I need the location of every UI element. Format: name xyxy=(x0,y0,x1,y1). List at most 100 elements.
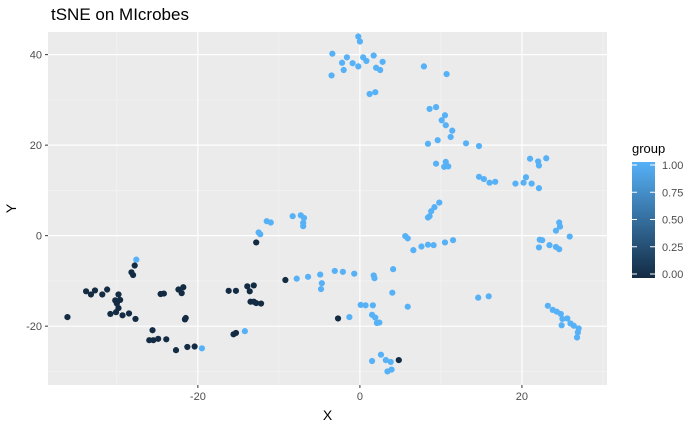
data-point xyxy=(149,327,156,334)
data-point xyxy=(449,237,457,244)
data-point xyxy=(172,347,180,354)
data-point xyxy=(351,270,358,277)
data-point xyxy=(163,336,170,343)
data-point xyxy=(340,66,347,74)
data-point xyxy=(526,155,534,162)
data-point xyxy=(432,104,440,111)
data-point xyxy=(441,112,449,119)
data-point xyxy=(180,284,187,291)
data-point xyxy=(133,256,140,263)
data-point xyxy=(424,214,432,221)
data-point xyxy=(150,337,157,344)
y-axis-label: Y xyxy=(3,203,19,213)
data-point xyxy=(462,140,470,147)
data-point xyxy=(198,345,206,352)
data-point xyxy=(424,140,432,147)
data-point xyxy=(410,247,417,254)
data-point xyxy=(317,271,324,278)
data-point xyxy=(443,70,450,78)
data-point xyxy=(346,314,353,321)
data-point xyxy=(570,322,577,329)
plot-panel xyxy=(48,32,607,385)
data-point xyxy=(442,158,449,165)
data-point xyxy=(376,319,383,326)
data-point xyxy=(447,133,454,141)
data-point xyxy=(368,357,376,365)
data-point xyxy=(424,241,432,248)
legend-label: 0.00 xyxy=(662,269,683,281)
y-tick-label: 20 xyxy=(30,140,42,152)
data-point xyxy=(246,288,253,295)
data-point xyxy=(475,142,483,150)
data-point xyxy=(99,291,106,298)
chart-title: tSNE on MIcrobes xyxy=(51,5,189,24)
data-point xyxy=(263,218,270,225)
data-point xyxy=(557,310,564,318)
data-point xyxy=(355,33,362,40)
data-point xyxy=(304,273,312,280)
data-point xyxy=(404,235,411,242)
data-point xyxy=(91,287,99,294)
data-point xyxy=(566,233,573,240)
data-point xyxy=(370,52,377,59)
data-point xyxy=(104,286,111,293)
data-point xyxy=(426,105,433,113)
data-point xyxy=(556,223,564,230)
x-tick-label: 20 xyxy=(516,391,528,403)
data-point xyxy=(107,310,114,318)
legend-label: 0.25 xyxy=(662,242,683,254)
data-point xyxy=(317,285,325,293)
data-point xyxy=(125,310,133,317)
data-point xyxy=(441,239,449,246)
data-point xyxy=(343,54,351,61)
data-point xyxy=(430,242,437,249)
grid-major xyxy=(48,32,607,385)
data-point xyxy=(436,199,443,206)
data-point xyxy=(387,358,394,366)
data-point xyxy=(82,288,90,295)
grid-minor xyxy=(48,32,607,385)
data-point xyxy=(117,296,124,304)
data-point xyxy=(475,294,482,301)
x-tick-label: 0 xyxy=(357,391,363,403)
legend-label: 0.75 xyxy=(662,187,683,199)
data-point xyxy=(404,303,411,310)
x-axis-label: X xyxy=(323,407,333,423)
data-point xyxy=(155,335,162,342)
data-point xyxy=(573,334,581,341)
data-point xyxy=(282,276,289,284)
data-point xyxy=(119,312,126,319)
axes: -20 0 20 -20 0 20 40 xyxy=(26,50,528,403)
data-point xyxy=(331,267,338,275)
data-point xyxy=(115,291,122,298)
data-point xyxy=(485,293,492,300)
data-point xyxy=(428,208,435,215)
data-point xyxy=(250,282,257,289)
data-point xyxy=(363,57,370,65)
data-point xyxy=(87,291,95,298)
data-point xyxy=(329,50,336,57)
data-point xyxy=(257,300,265,307)
data-point xyxy=(389,289,396,296)
data-point xyxy=(356,38,364,45)
data-point xyxy=(539,237,546,244)
data-point xyxy=(434,137,441,144)
data-point xyxy=(132,315,139,323)
data-point xyxy=(328,72,335,79)
legend-ticks: 1.00 0.75 0.50 0.25 0.00 xyxy=(632,160,683,281)
data-point xyxy=(253,239,260,246)
data-point xyxy=(184,343,191,351)
data-point xyxy=(366,90,373,98)
data-point xyxy=(418,243,425,250)
y-tick-label: 0 xyxy=(36,231,42,243)
data-point xyxy=(377,66,384,74)
data-point xyxy=(293,275,300,282)
data-point xyxy=(318,280,325,287)
y-tick-label: -20 xyxy=(26,321,42,333)
data-point xyxy=(420,63,428,70)
data-point xyxy=(442,122,449,129)
data-point xyxy=(131,262,138,269)
data-point xyxy=(191,343,198,350)
data-point xyxy=(390,266,397,273)
